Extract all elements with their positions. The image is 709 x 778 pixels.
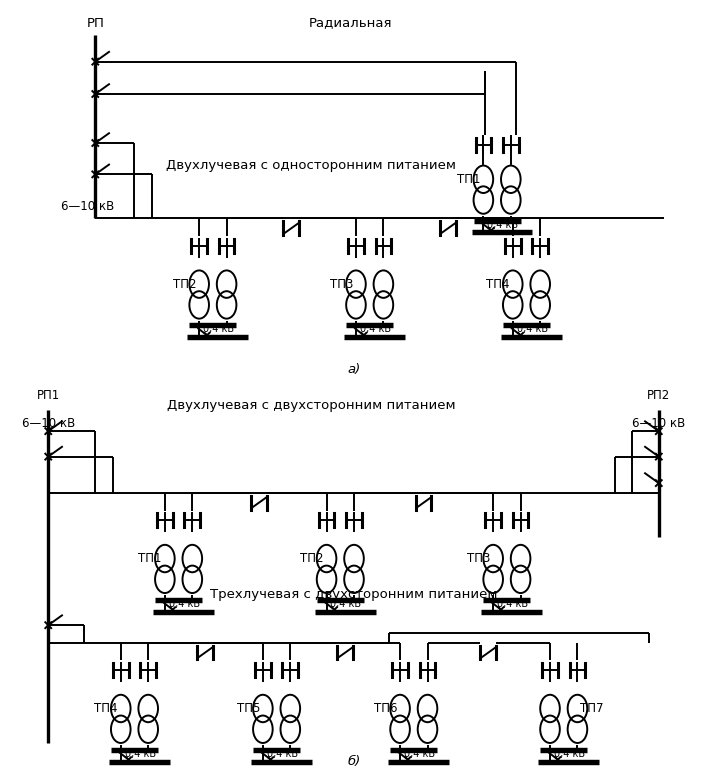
Ellipse shape [484,566,503,593]
Text: 6—10 кВ: 6—10 кВ [632,418,686,430]
Ellipse shape [111,716,130,743]
Ellipse shape [317,566,336,593]
Ellipse shape [138,716,158,743]
Text: ТП5: ТП5 [237,702,260,715]
Text: ТП2: ТП2 [300,552,323,565]
Ellipse shape [344,566,364,593]
Text: а): а) [347,363,361,377]
Text: Трехлучевая с двухсторонним питанием: Трехлучевая с двухсторонним питанием [211,587,498,601]
Ellipse shape [317,545,336,573]
Ellipse shape [501,166,520,193]
Ellipse shape [217,291,236,319]
Ellipse shape [503,291,523,319]
Ellipse shape [182,566,202,593]
Text: 6—10 кВ: 6—10 кВ [61,200,114,213]
Text: 0,4 кВ: 0,4 кВ [267,748,298,759]
Ellipse shape [138,695,158,722]
Ellipse shape [418,695,437,722]
Ellipse shape [484,545,503,573]
Ellipse shape [568,716,587,743]
Ellipse shape [155,545,174,573]
Text: ТП7: ТП7 [581,702,604,715]
Text: 0,4 кВ: 0,4 кВ [517,324,548,335]
Ellipse shape [501,187,520,214]
Text: РП1: РП1 [37,389,60,401]
Ellipse shape [503,271,523,298]
Ellipse shape [374,291,393,319]
Ellipse shape [281,695,300,722]
Ellipse shape [217,271,236,298]
Ellipse shape [346,271,366,298]
Ellipse shape [474,187,493,214]
Text: ТП2: ТП2 [173,278,196,291]
Text: ТП3: ТП3 [467,552,490,565]
Text: Двухлучевая с односторонним питанием: Двухлучевая с односторонним питанием [166,159,456,173]
Text: 0,4 кВ: 0,4 кВ [125,748,156,759]
Ellipse shape [253,716,273,743]
Text: 6—10 кВ: 6—10 кВ [22,418,75,430]
Text: 0,4 кВ: 0,4 кВ [404,748,435,759]
Text: 0,4 кВ: 0,4 кВ [169,599,200,609]
Text: б): б) [347,755,361,768]
Ellipse shape [182,545,202,573]
Ellipse shape [510,566,530,593]
Text: 0,4 кВ: 0,4 кВ [497,599,528,609]
Text: ТП4: ТП4 [94,702,118,715]
Ellipse shape [418,716,437,743]
Text: 0,4 кВ: 0,4 кВ [360,324,391,335]
Ellipse shape [540,695,560,722]
Ellipse shape [390,716,410,743]
Text: 0,4 кВ: 0,4 кВ [554,748,585,759]
Text: ТП1: ТП1 [138,552,162,565]
Ellipse shape [530,271,550,298]
Text: 0,4 кВ: 0,4 кВ [203,324,234,335]
Ellipse shape [568,695,587,722]
Text: ТП6: ТП6 [374,702,397,715]
Text: РП2: РП2 [647,389,671,401]
Text: ТП4: ТП4 [486,278,510,291]
Ellipse shape [530,291,550,319]
Text: Радиальная: Радиальная [308,16,392,30]
Ellipse shape [510,545,530,573]
Ellipse shape [540,716,560,743]
Text: РП: РП [86,17,104,30]
Ellipse shape [111,695,130,722]
Ellipse shape [253,695,273,722]
Text: 0,4 кВ: 0,4 кВ [330,599,362,609]
Ellipse shape [189,271,209,298]
Text: ТП1: ТП1 [457,173,481,186]
Ellipse shape [474,166,493,193]
Text: Двухлучевая с двухсторонним питанием: Двухлучевая с двухсторонним питанием [167,398,455,412]
Ellipse shape [374,271,393,298]
Text: 0,4 кВ: 0,4 кВ [487,219,518,230]
Ellipse shape [346,291,366,319]
Ellipse shape [189,291,209,319]
Ellipse shape [390,695,410,722]
Ellipse shape [344,545,364,573]
Ellipse shape [155,566,174,593]
Text: ТП3: ТП3 [330,278,353,291]
Ellipse shape [281,716,300,743]
